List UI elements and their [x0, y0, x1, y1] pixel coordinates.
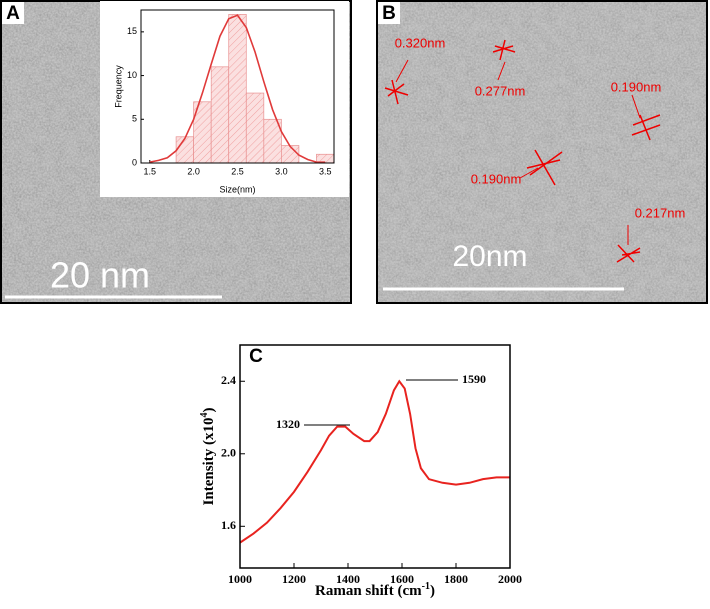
spacing-label: 0.190nm	[471, 171, 522, 186]
y-tick-label: 0	[132, 157, 137, 167]
spectrum-line	[239, 379, 510, 544]
bar	[228, 14, 247, 164]
panel-b: B 20nm	[376, 0, 708, 304]
spacing-label: 0.217nm	[635, 205, 686, 220]
x-tick-label: 3.0	[275, 166, 288, 176]
x-tick-label: 1.5	[144, 166, 157, 176]
y-axis-label: Intensity (x104)	[199, 408, 218, 506]
spacing-label: 0.320nm	[395, 35, 446, 50]
y-tick-label: 5	[132, 114, 137, 124]
x-tick-label: 1400	[336, 572, 360, 586]
label-box	[378, 2, 400, 24]
x-tick-label: 2.5	[231, 166, 244, 176]
fit-curve	[149, 14, 326, 163]
x-axis-label: Size(nm)	[219, 184, 255, 194]
y-tick-label: 15	[127, 26, 137, 36]
chart: 1.5 2.0 2.5 3.0 3.5 0 5 10 15 Size(nm) Frequency	[113, 9, 335, 194]
x-tick-label: 1200	[282, 572, 306, 586]
chart: 1000 1200 1400 1600 1800 2000 1.6 2.0 2.4 1320 159…	[199, 344, 522, 600]
label-part: Intensity (x10	[201, 418, 217, 506]
bar	[281, 145, 300, 164]
bar	[210, 66, 230, 164]
y-axis-label: Frequency	[113, 65, 123, 108]
scale-label: 20nm	[452, 240, 527, 273]
x-tick-label: 3.5	[319, 166, 332, 176]
spacing-label: 0.277nm	[475, 83, 526, 98]
label-box	[2, 2, 24, 24]
peak-label: 1320	[276, 417, 300, 431]
x-axis-label: Raman shift (cm-1)	[315, 581, 435, 600]
superscript: -1	[422, 581, 430, 592]
y-tick-label: 10	[127, 70, 137, 80]
leader-lines	[395, 59, 641, 245]
x-tick-label: 2000	[498, 572, 522, 586]
superscript: 4	[199, 413, 210, 418]
panel-label: B	[382, 3, 396, 24]
scale-label: 20 nm	[50, 255, 150, 296]
lattice-markers	[384, 39, 661, 263]
bar	[245, 92, 265, 164]
y-tick-label: 2.4	[221, 373, 236, 387]
y-tick-label: 2.0	[221, 446, 236, 460]
panel-label: C	[249, 346, 263, 367]
y-tick-label: 1.6	[221, 518, 236, 532]
plot-frame	[140, 9, 335, 164]
bar	[175, 136, 194, 164]
x-tick-label: 2.0	[187, 166, 200, 176]
label-part: )	[201, 408, 217, 413]
x-tick-label: 1000	[228, 572, 252, 586]
label-part: )	[430, 583, 435, 599]
tem-texture	[378, 2, 706, 302]
label-part: Raman shift (cm	[315, 583, 422, 599]
spacing-label: 0.190nm	[611, 79, 662, 94]
panel-label: A	[6, 3, 20, 24]
x-tick-label: 1600	[390, 572, 414, 586]
x-tick-label: 1800	[444, 572, 468, 586]
plot-frame	[239, 344, 511, 569]
peak-label: 1590	[462, 372, 486, 386]
